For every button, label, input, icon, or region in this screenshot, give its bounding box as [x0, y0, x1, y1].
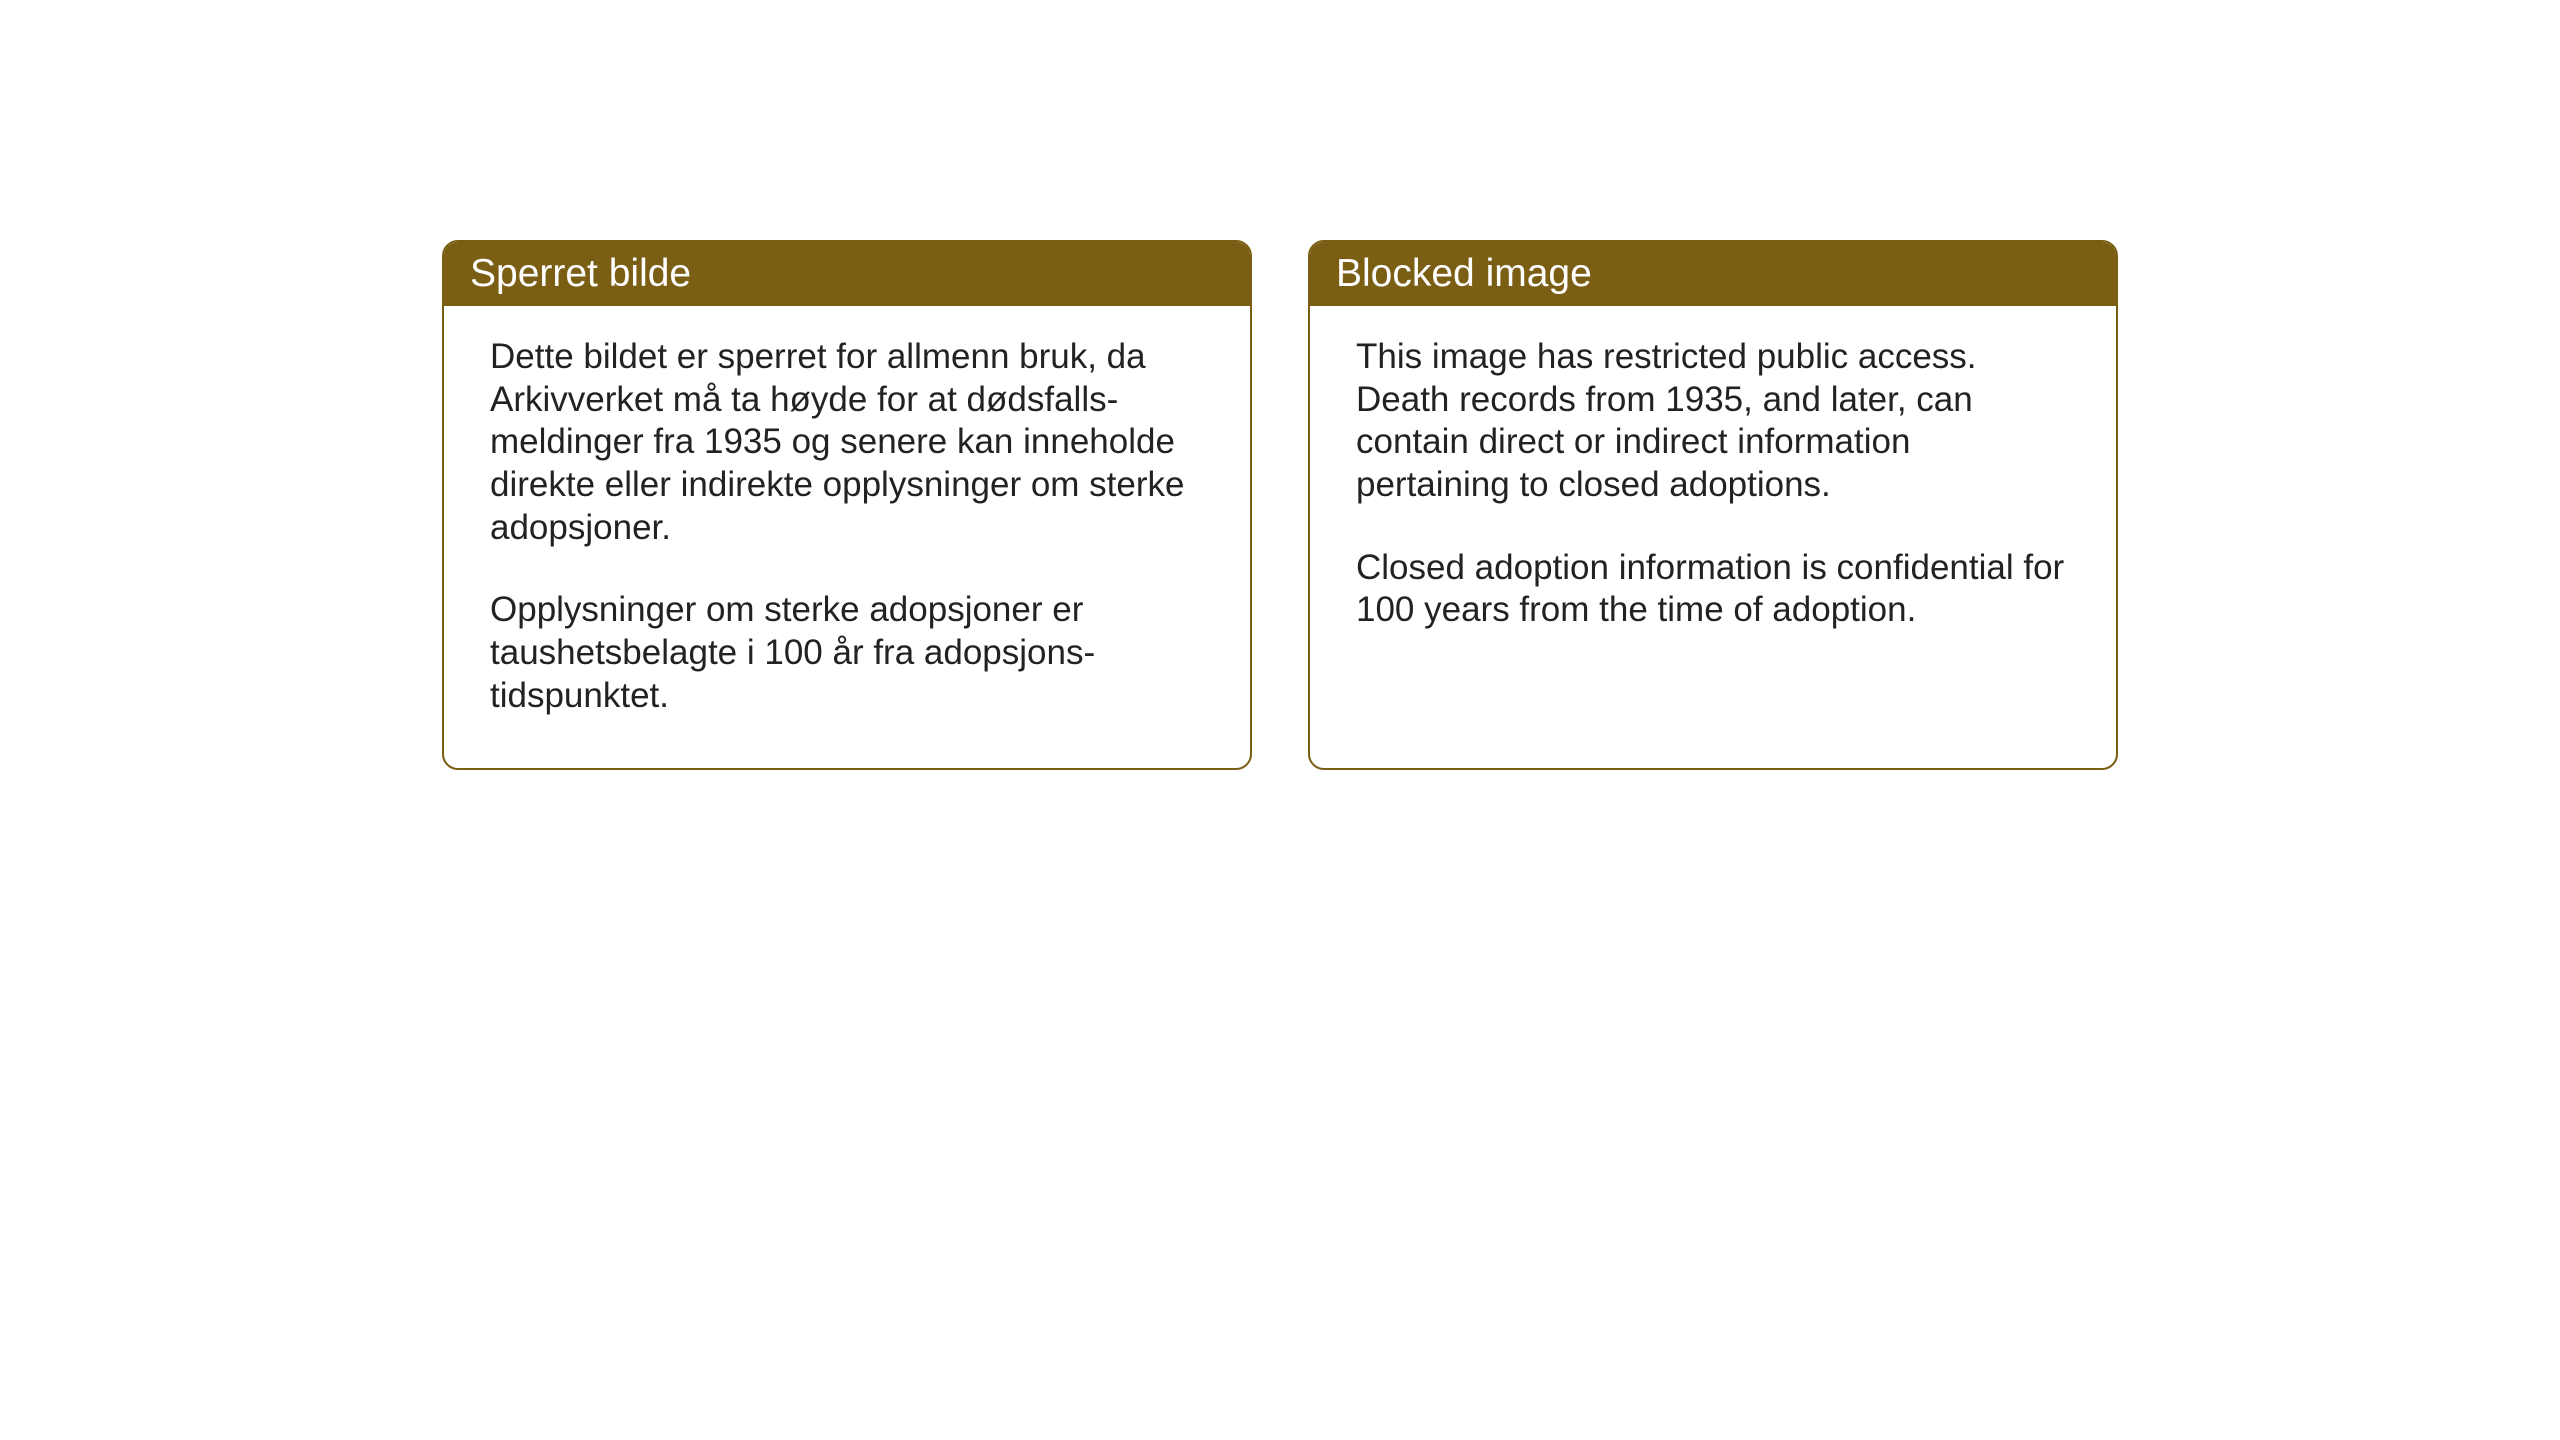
card-paragraph-1-english: This image has restricted public access.…: [1356, 336, 2070, 507]
card-paragraph-1-norwegian: Dette bildet er sperret for allmenn bruk…: [490, 336, 1204, 549]
card-title-english: Blocked image: [1336, 252, 1592, 295]
cards-container: Sperret bilde Dette bildet er sperret fo…: [442, 240, 2118, 770]
card-paragraph-2-english: Closed adoption information is confident…: [1356, 547, 2070, 632]
card-body-english: This image has restricted public access.…: [1310, 306, 2116, 682]
card-header-norwegian: Sperret bilde: [444, 242, 1250, 306]
card-paragraph-2-norwegian: Opplysninger om sterke adopsjoner er tau…: [490, 589, 1204, 717]
card-header-english: Blocked image: [1310, 242, 2116, 306]
card-english: Blocked image This image has restricted …: [1308, 240, 2118, 770]
card-body-norwegian: Dette bildet er sperret for allmenn bruk…: [444, 306, 1250, 768]
card-title-norwegian: Sperret bilde: [470, 252, 691, 295]
card-norwegian: Sperret bilde Dette bildet er sperret fo…: [442, 240, 1252, 770]
